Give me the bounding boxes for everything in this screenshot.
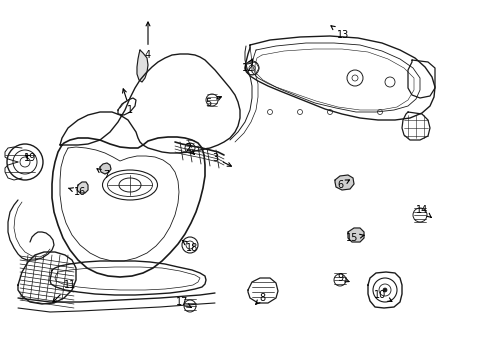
Text: 17: 17 xyxy=(176,297,191,307)
Polygon shape xyxy=(401,112,429,140)
Text: 13: 13 xyxy=(330,26,348,40)
Text: 3: 3 xyxy=(211,153,231,166)
Text: 2: 2 xyxy=(184,143,194,154)
Polygon shape xyxy=(8,200,54,260)
Polygon shape xyxy=(100,163,111,174)
Polygon shape xyxy=(334,175,353,190)
Text: 9: 9 xyxy=(336,273,348,283)
Polygon shape xyxy=(367,272,401,308)
Polygon shape xyxy=(77,182,88,193)
Polygon shape xyxy=(247,278,278,303)
Polygon shape xyxy=(245,36,434,120)
Text: 10: 10 xyxy=(373,290,391,301)
Polygon shape xyxy=(52,137,204,277)
Text: 16: 16 xyxy=(68,187,86,197)
Polygon shape xyxy=(407,60,434,98)
Text: 18: 18 xyxy=(183,240,198,253)
Polygon shape xyxy=(347,228,363,242)
Text: 6: 6 xyxy=(336,180,349,190)
Text: 19: 19 xyxy=(24,153,36,163)
Polygon shape xyxy=(60,54,240,153)
Text: 4: 4 xyxy=(144,22,151,60)
Text: 5: 5 xyxy=(204,96,221,108)
Polygon shape xyxy=(50,261,205,295)
Text: 11: 11 xyxy=(53,280,76,302)
Text: 8: 8 xyxy=(255,293,264,304)
Polygon shape xyxy=(137,50,148,82)
Text: 12: 12 xyxy=(242,59,254,73)
Text: 14: 14 xyxy=(415,205,430,217)
Circle shape xyxy=(382,288,386,292)
Polygon shape xyxy=(18,252,76,304)
Text: 1: 1 xyxy=(122,89,133,115)
Text: 15: 15 xyxy=(345,233,363,243)
Text: 7: 7 xyxy=(97,169,109,180)
